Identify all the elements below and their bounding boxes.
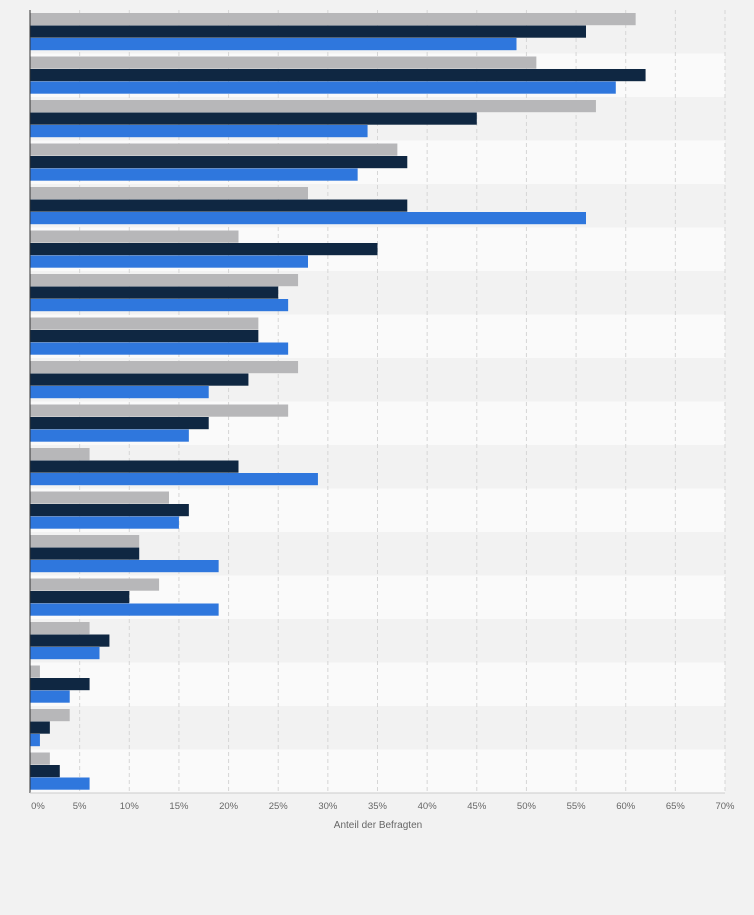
bar[interactable] <box>30 535 140 548</box>
bar[interactable] <box>30 765 60 778</box>
bar[interactable] <box>30 81 616 94</box>
bar[interactable] <box>30 69 646 82</box>
x-tick-label: 15% <box>169 801 189 812</box>
gridlines <box>79 10 726 793</box>
bar[interactable] <box>30 330 259 343</box>
bars <box>30 13 646 790</box>
bar[interactable] <box>30 56 537 69</box>
bar[interactable] <box>30 721 50 734</box>
bar[interactable] <box>30 591 130 604</box>
bar[interactable] <box>30 299 289 312</box>
bar[interactable] <box>30 491 169 504</box>
bar[interactable] <box>30 404 289 417</box>
bar[interactable] <box>30 386 209 399</box>
bar[interactable] <box>30 286 279 299</box>
bar[interactable] <box>30 560 219 573</box>
x-axis-label: Anteil der Befragten <box>334 820 422 831</box>
bar[interactable] <box>30 473 318 486</box>
bar[interactable] <box>30 734 40 747</box>
bar[interactable] <box>30 578 160 591</box>
bar[interactable] <box>30 417 209 430</box>
bar[interactable] <box>30 678 90 691</box>
x-tick-label: 25% <box>269 801 289 812</box>
bar[interactable] <box>30 665 40 678</box>
x-tick-label: 60% <box>616 801 636 812</box>
x-axis: 0% 5% 10% 15% 20% 25% 30% 35% 40% 45% 50% 55% 60% 65%… <box>29 10 735 812</box>
bar[interactable] <box>30 448 90 461</box>
bar[interactable] <box>30 199 408 212</box>
bar[interactable] <box>30 342 289 355</box>
x-tick-label: 65% <box>666 801 686 812</box>
x-tick-label: 10% <box>120 801 140 812</box>
bar[interactable] <box>30 143 398 156</box>
bar[interactable] <box>30 373 249 386</box>
bar[interactable] <box>30 647 100 660</box>
bar[interactable] <box>30 243 378 256</box>
x-tick-label: 5% <box>73 801 87 812</box>
bar[interactable] <box>30 709 70 722</box>
bar[interactable] <box>30 622 90 635</box>
x-tick-label: 35% <box>368 801 388 812</box>
bar[interactable] <box>30 317 259 330</box>
bar[interactable] <box>30 429 189 442</box>
x-tick-label: 55% <box>567 801 587 812</box>
bar[interactable] <box>30 690 70 703</box>
bar[interactable] <box>30 634 110 647</box>
x-tick-label: 70% <box>715 801 735 812</box>
bar[interactable] <box>30 547 140 560</box>
bar[interactable] <box>30 25 586 38</box>
bar[interactable] <box>30 187 308 200</box>
bar[interactable] <box>30 361 299 374</box>
bar[interactable] <box>30 777 90 790</box>
x-tick-label: 20% <box>219 801 239 812</box>
bar[interactable] <box>30 112 477 125</box>
bar[interactable] <box>30 38 517 51</box>
bar[interactable] <box>30 168 358 181</box>
x-tick-label: 0% <box>31 801 45 812</box>
bar[interactable] <box>30 460 239 473</box>
x-tick-label: 50% <box>517 801 537 812</box>
x-tick-label: 30% <box>318 801 338 812</box>
bar[interactable] <box>30 752 50 765</box>
bar[interactable] <box>30 274 299 287</box>
bar[interactable] <box>30 603 219 616</box>
bar[interactable] <box>30 100 596 113</box>
x-tick-label: 40% <box>418 801 438 812</box>
bar[interactable] <box>30 516 179 529</box>
bar[interactable] <box>30 212 586 225</box>
row-band <box>30 749 725 793</box>
x-tick-label: 45% <box>467 801 487 812</box>
bar[interactable] <box>30 504 189 517</box>
bar[interactable] <box>30 230 239 243</box>
bar[interactable] <box>30 255 308 268</box>
bar[interactable] <box>30 13 636 26</box>
bar[interactable] <box>30 125 368 138</box>
bar[interactable] <box>30 156 408 169</box>
